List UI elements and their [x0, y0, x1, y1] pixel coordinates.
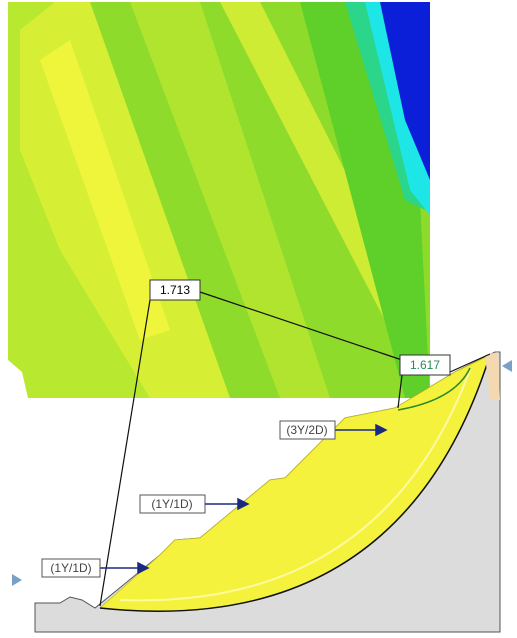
- fos-local: 1.617: [410, 358, 440, 372]
- figure: 1.713 1.617 (3Y/2D) (1Y/1D) (1Y/1D): [0, 0, 517, 638]
- bench-label: (1Y/1D): [50, 561, 91, 575]
- bench-label: (1Y/1D): [151, 497, 192, 511]
- page: 1.713 1.617 (3Y/2D) (1Y/1D) (1Y/1D) (() …: [0, 0, 517, 638]
- fos-global: 1.713: [160, 283, 190, 297]
- contour-plot: [8, 2, 430, 398]
- bench-label: (3Y/2D): [286, 423, 327, 437]
